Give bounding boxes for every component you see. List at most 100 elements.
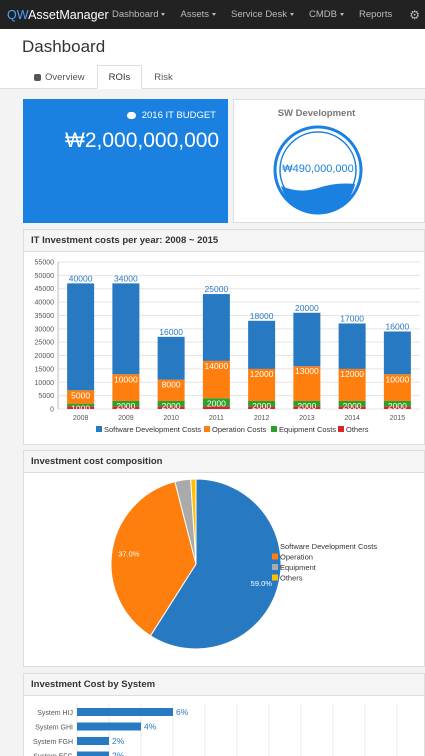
data-label: 2000 [252, 401, 271, 411]
bar-segment [338, 323, 366, 369]
composition-pie-chart: 59.0% 37.0% Software Development Costs Oper… [110, 478, 377, 650]
bar-segment [383, 374, 411, 401]
nav-reports[interactable]: Reports [359, 9, 392, 20]
nav-cmdb-label: CMDB [308, 9, 337, 20]
bar-segment [112, 406, 140, 409]
y-tick-label: System FGH [33, 739, 73, 746]
nav-cmdb[interactable]: CMDB [309, 9, 344, 20]
legend-label: Operation Costs [212, 425, 266, 434]
data-label: 25000 [205, 284, 229, 294]
pie-label: 37.0% [118, 549, 140, 558]
data-label: 2000 [116, 401, 135, 411]
data-label: 20000 [295, 303, 319, 313]
y-tick-label: System GHI [35, 725, 73, 732]
bar-segment [202, 360, 230, 399]
y-tick-label: 50000 [35, 273, 55, 280]
caret-down-icon [339, 13, 344, 16]
tab-overview-label: Overview [45, 71, 85, 83]
nav-service-desk[interactable]: Service Desk [231, 9, 294, 20]
nav-reports-label: Reports [358, 9, 393, 20]
legend-swatch [272, 553, 278, 560]
legend-label: Operation [280, 553, 313, 562]
x-tick-label: 2014 [344, 415, 360, 422]
bar-segment [383, 331, 411, 375]
bar-segment [338, 400, 366, 407]
data-label: 16000 [159, 327, 183, 337]
nav-dashboard[interactable]: Dashboard [112, 9, 166, 20]
caret-down-icon [289, 13, 294, 16]
legend-swatch [204, 426, 210, 432]
bar-segment [112, 283, 140, 375]
data-label: 2% [112, 736, 125, 746]
bar-segment [293, 406, 321, 409]
caret-down-icon [212, 13, 216, 16]
gear-icon[interactable]: ⚙ [409, 7, 420, 22]
tab-rois[interactable]: ROIs [96, 65, 143, 89]
data-label: 4% [144, 722, 157, 732]
y-tick-label: 35000 [35, 313, 55, 320]
data-label: 12000 [250, 369, 274, 379]
legend-swatch [271, 426, 277, 432]
legend-label: Others [346, 425, 369, 434]
bar-segment [202, 398, 230, 407]
caret-down-icon [161, 13, 166, 16]
brand-logo[interactable]: QWAssetManager [0, 8, 112, 22]
investment-per-year-chart: 0 5000 10000 15000 20000 25000 30000 35000 40000… [35, 260, 420, 434]
sw-development-gauge [273, 125, 363, 215]
nav-assets-label: Assets [180, 9, 209, 20]
x-tick-label: 2009 [118, 415, 134, 422]
x-tick-label: 2008 [73, 415, 89, 422]
bar-segment [248, 320, 276, 369]
tab-rois-label: ROIs [108, 71, 131, 83]
legend-label: Software Development Costs [280, 542, 377, 551]
pie-slice [190, 478, 197, 565]
bar-segment [67, 406, 95, 409]
panel-title: Investment cost composition [24, 451, 424, 473]
y-tick-label: 40000 [35, 300, 55, 307]
tab-risk[interactable]: Risk [142, 65, 184, 89]
y-tick-label: 0 [50, 407, 54, 414]
bar-segment [383, 406, 411, 409]
brand-prefix: QW [7, 7, 29, 22]
y-tick-label: 15000 [35, 366, 55, 373]
data-label: 17000 [340, 313, 364, 323]
top-navbar: QWAssetManager Dashboard Assets Service … [0, 0, 425, 29]
pie-label: 59.0% [251, 579, 273, 588]
cost-by-system-chart: System HIJ 6% System GHI 4% System FGH 2% Syst… [33, 704, 398, 756]
y-tick-label: System EFG [33, 754, 73, 756]
nav-dashboard-label: Dashboard [112, 9, 159, 20]
data-label: 2% [112, 751, 125, 756]
y-tick-label: 55000 [35, 260, 55, 267]
pie-slice [149, 478, 282, 650]
bar [77, 737, 109, 745]
bar-segment [293, 312, 321, 367]
x-tick-label: 2010 [163, 415, 179, 422]
legend-label: Equipment [280, 563, 317, 572]
y-tick-label: 45000 [35, 286, 55, 293]
data-label: 6% [176, 707, 189, 717]
legend-label: Equipment Costs [279, 425, 336, 434]
sw-development-amount: ₩490,000,000 [282, 163, 354, 175]
brand-name: AssetManager [28, 7, 109, 22]
nav-assets[interactable]: Assets [180, 9, 216, 20]
legend-label: Software Development Costs [104, 425, 201, 434]
data-label: 2000 [297, 401, 316, 411]
bar-segment [293, 400, 321, 407]
data-label: 2000 [207, 398, 226, 408]
bar [77, 708, 173, 716]
panel-title: IT Investment costs per year: 2008 ~ 201… [24, 230, 424, 252]
sw-development-card: SW Development ₩490,000,000 [233, 99, 425, 223]
data-label: 5000 [71, 390, 90, 400]
data-label: 16000 [386, 321, 410, 331]
x-tick-label: 2011 [209, 415, 224, 422]
data-label: 2000 [162, 401, 181, 411]
y-tick-label: 20000 [35, 353, 55, 360]
bar-segment [157, 400, 185, 407]
tab-overview[interactable]: Overview [22, 65, 97, 89]
composition-panel: Investment cost composition 59.0% 37.0% So… [23, 450, 425, 667]
y-tick-label: System HIJ [37, 710, 73, 717]
bar-segment [248, 400, 276, 407]
data-label: 14000 [205, 361, 229, 371]
bar [77, 722, 141, 731]
bar-segment [202, 294, 230, 361]
